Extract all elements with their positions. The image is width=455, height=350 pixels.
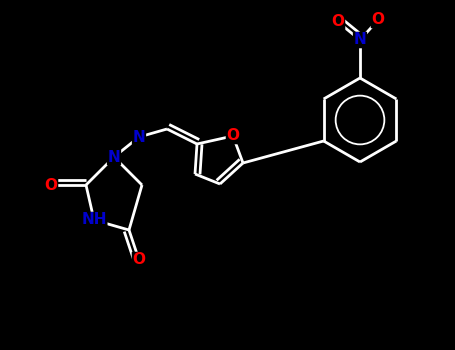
Text: O: O <box>332 14 344 29</box>
Text: O: O <box>227 128 239 143</box>
Text: N: N <box>108 149 121 164</box>
Text: N: N <box>354 33 366 48</box>
Text: O: O <box>371 13 384 28</box>
Text: O: O <box>45 177 57 192</box>
Text: NH: NH <box>81 212 107 228</box>
Text: N: N <box>132 130 146 145</box>
Text: O: O <box>132 252 146 267</box>
